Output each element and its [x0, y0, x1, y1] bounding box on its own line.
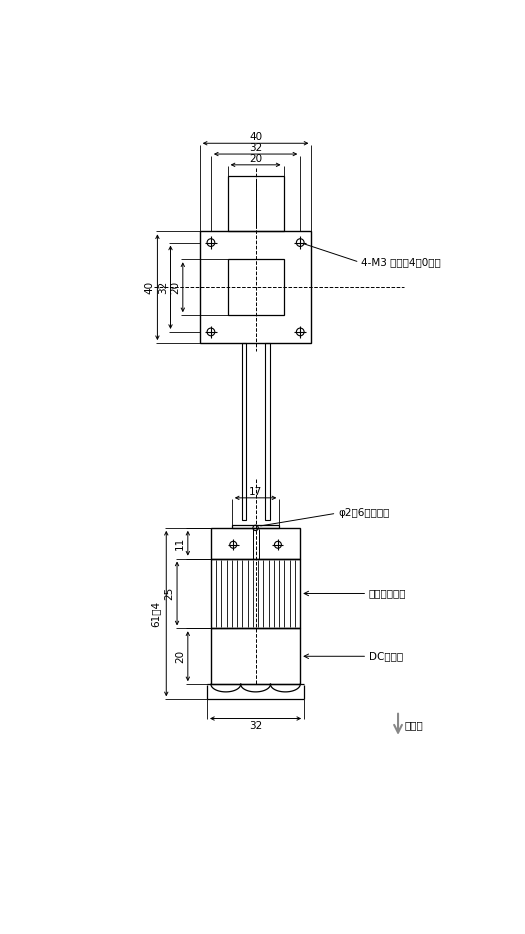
Bar — [242, 343, 246, 520]
Text: 11: 11 — [175, 537, 185, 550]
Text: 61．4: 61．4 — [151, 601, 161, 627]
Text: DCファン: DCファン — [369, 651, 403, 661]
Text: 20: 20 — [249, 154, 262, 163]
Bar — [200, 232, 311, 343]
Text: 40: 40 — [145, 281, 155, 294]
Text: 40: 40 — [249, 132, 262, 142]
Bar — [211, 629, 300, 685]
Text: 風向き: 風向き — [404, 720, 423, 729]
Text: ヒートシンク: ヒートシンク — [369, 588, 406, 599]
Bar — [228, 176, 284, 232]
Bar — [211, 559, 300, 629]
Text: φ2．6温測用穴: φ2．6温測用穴 — [338, 508, 390, 518]
Bar — [265, 343, 269, 520]
Bar — [232, 525, 279, 528]
Text: 20: 20 — [175, 650, 185, 663]
Bar — [228, 260, 284, 315]
Bar — [211, 528, 300, 559]
Text: 20: 20 — [170, 281, 180, 294]
Text: 32: 32 — [249, 143, 262, 153]
Text: 32: 32 — [249, 721, 262, 731]
Text: 25: 25 — [164, 587, 174, 601]
Text: 4-M3 深さて4．0ミリ: 4-M3 深さて4．0ミリ — [361, 257, 441, 267]
Text: 17: 17 — [249, 487, 262, 497]
Text: 32: 32 — [158, 280, 168, 294]
